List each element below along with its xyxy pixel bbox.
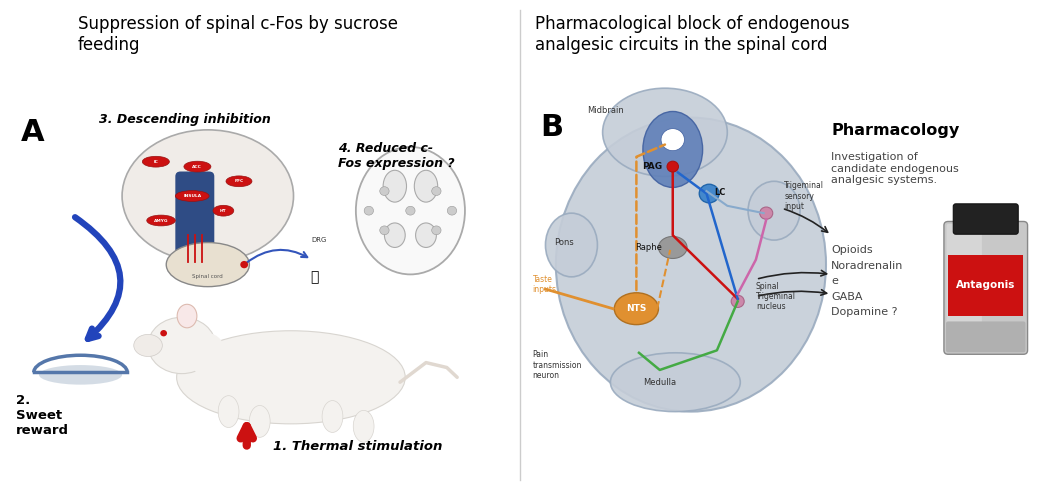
Text: B: B xyxy=(540,113,563,142)
Ellipse shape xyxy=(134,334,162,357)
Text: IC: IC xyxy=(154,160,158,164)
Ellipse shape xyxy=(184,161,211,172)
Text: Trigeminal
sensory
input: Trigeminal sensory input xyxy=(784,181,824,211)
Ellipse shape xyxy=(160,330,167,336)
Ellipse shape xyxy=(699,184,719,203)
Ellipse shape xyxy=(166,243,249,287)
Text: Antagonis: Antagonis xyxy=(956,280,1015,290)
Ellipse shape xyxy=(355,147,465,274)
Text: Spinal cord: Spinal cord xyxy=(192,274,223,279)
Ellipse shape xyxy=(240,261,248,269)
Text: INSULA: INSULA xyxy=(183,194,202,198)
FancyBboxPatch shape xyxy=(948,255,1023,316)
Text: Investigation of
candidate endogenous
analgesic systems.: Investigation of candidate endogenous an… xyxy=(831,152,959,185)
Text: LC: LC xyxy=(715,188,725,197)
Ellipse shape xyxy=(190,333,227,377)
Ellipse shape xyxy=(416,223,436,247)
Ellipse shape xyxy=(384,223,405,247)
Ellipse shape xyxy=(218,396,239,427)
Ellipse shape xyxy=(603,88,727,176)
Ellipse shape xyxy=(447,206,457,215)
Text: A: A xyxy=(21,118,45,147)
Ellipse shape xyxy=(659,236,687,259)
Text: 4. Reduced c-
Fos expression ?: 4. Reduced c- Fos expression ? xyxy=(338,142,454,170)
Text: PAG: PAG xyxy=(642,162,662,171)
Text: AMYG: AMYG xyxy=(154,219,168,222)
FancyBboxPatch shape xyxy=(947,321,1025,352)
Ellipse shape xyxy=(38,365,123,385)
Ellipse shape xyxy=(611,353,740,412)
Text: Spinal
Trigeminal
nucleus: Spinal Trigeminal nucleus xyxy=(756,282,796,311)
Ellipse shape xyxy=(213,205,234,216)
Text: HT: HT xyxy=(220,209,227,213)
Text: Taste
inputs: Taste inputs xyxy=(532,274,557,294)
Ellipse shape xyxy=(643,112,702,188)
Text: Raphe: Raphe xyxy=(636,243,663,252)
Ellipse shape xyxy=(661,129,685,151)
Text: ACC: ACC xyxy=(192,165,203,169)
Ellipse shape xyxy=(322,401,343,433)
Ellipse shape xyxy=(556,118,826,412)
Text: Pain
transmission
neuron: Pain transmission neuron xyxy=(532,350,582,380)
Ellipse shape xyxy=(146,215,176,226)
Ellipse shape xyxy=(149,318,216,374)
Ellipse shape xyxy=(383,171,406,202)
Ellipse shape xyxy=(667,161,678,172)
Ellipse shape xyxy=(432,226,442,235)
Text: 2.
Sweet
reward: 2. Sweet reward xyxy=(16,394,69,438)
Ellipse shape xyxy=(760,207,773,220)
Ellipse shape xyxy=(380,187,390,196)
Ellipse shape xyxy=(380,226,390,235)
Ellipse shape xyxy=(353,411,374,442)
Ellipse shape xyxy=(415,171,437,202)
Text: Midbrain: Midbrain xyxy=(587,106,623,115)
Text: Pharmacological block of endogenous
analgesic circuits in the spinal cord: Pharmacological block of endogenous anal… xyxy=(535,15,850,53)
Text: 3. Descending inhibition: 3. Descending inhibition xyxy=(99,113,270,126)
Ellipse shape xyxy=(748,181,800,240)
FancyBboxPatch shape xyxy=(947,224,982,352)
Text: Opioids
Noradrenalin
e
GABA
Dopamine ?: Opioids Noradrenalin e GABA Dopamine ? xyxy=(831,245,904,318)
Text: 1. Thermal stimulation: 1. Thermal stimulation xyxy=(272,440,443,453)
Text: NTS: NTS xyxy=(627,304,646,313)
Ellipse shape xyxy=(406,206,416,215)
Ellipse shape xyxy=(176,191,209,201)
Ellipse shape xyxy=(142,156,169,167)
Ellipse shape xyxy=(545,213,597,277)
FancyBboxPatch shape xyxy=(176,172,214,270)
Text: 🔥: 🔥 xyxy=(310,270,319,284)
Text: Suppression of spinal c-Fos by sucrose
feeding: Suppression of spinal c-Fos by sucrose f… xyxy=(78,15,398,53)
FancyBboxPatch shape xyxy=(954,204,1018,234)
Ellipse shape xyxy=(614,293,659,325)
Text: Pons: Pons xyxy=(554,238,574,247)
Ellipse shape xyxy=(177,304,196,328)
Ellipse shape xyxy=(249,406,270,437)
Ellipse shape xyxy=(123,130,294,262)
Ellipse shape xyxy=(432,187,442,196)
Text: PFC: PFC xyxy=(235,179,243,183)
Text: Pharmacology: Pharmacology xyxy=(831,122,959,138)
Ellipse shape xyxy=(731,295,744,308)
Ellipse shape xyxy=(177,331,405,424)
Ellipse shape xyxy=(365,206,374,215)
Ellipse shape xyxy=(227,176,252,187)
FancyBboxPatch shape xyxy=(943,221,1028,354)
Text: Medulla: Medulla xyxy=(643,378,676,387)
Text: DRG: DRG xyxy=(312,237,327,243)
